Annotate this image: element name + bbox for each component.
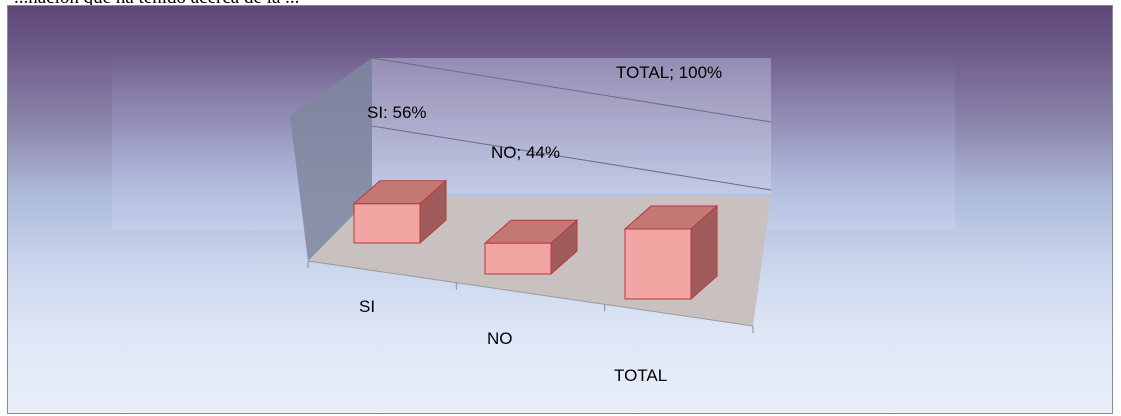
floor-edge	[307, 260, 754, 327]
gridline-top	[371, 57, 772, 123]
category-label-total: TOTAL	[614, 366, 667, 385]
data-label-no: NO; 44%	[491, 143, 560, 162]
bar-front-face	[353, 203, 421, 244]
bar-front-face	[624, 228, 692, 300]
gridline-mid	[371, 125, 772, 191]
bar-front-face	[484, 242, 552, 275]
category-label-si: SI	[359, 297, 375, 316]
category-label-no: NO	[487, 329, 513, 348]
bar-total	[623, 204, 719, 301]
document-text-line: ...nación que ha tenido acerca de la ...	[14, 0, 1014, 11]
chart-area: SI: 56% NO; 44% TOTAL; 100% SI NO TOTAL	[7, 5, 1113, 414]
data-label-total: TOTAL; 100%	[616, 63, 722, 82]
data-label-si: SI: 56%	[367, 103, 427, 122]
bar-si	[352, 179, 448, 245]
bar-no	[483, 219, 579, 276]
back-wall	[372, 58, 771, 194]
bar-chart: SI: 56% NO; 44% TOTAL; 100% SI NO TOTAL	[290, 57, 772, 385]
side-wall	[290, 58, 372, 261]
